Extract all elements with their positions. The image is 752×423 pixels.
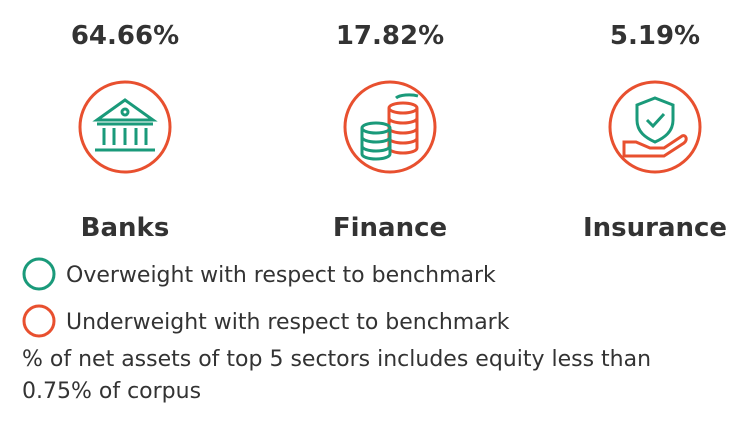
footnote: % of net assets of top 5 sectors include… — [22, 347, 651, 372]
legend-label: Underweight with respect to benchmark — [66, 310, 510, 335]
sector-share: 64.66% — [71, 21, 179, 51]
sector-share: 17.82% — [336, 21, 444, 51]
sector-name: Banks — [81, 213, 170, 243]
banks-icon — [78, 80, 172, 174]
finance-icon — [343, 80, 437, 174]
insurance-icon — [608, 80, 702, 174]
sector-name: Insurance — [583, 213, 727, 243]
legend-swatch — [22, 257, 56, 291]
legend-label: Overweight with respect to benchmark — [66, 263, 496, 288]
footnote: 0.75% of corpus — [22, 379, 201, 404]
sector-name: Finance — [333, 213, 447, 243]
sector-share: 5.19% — [610, 21, 700, 51]
legend-swatch — [22, 304, 56, 338]
